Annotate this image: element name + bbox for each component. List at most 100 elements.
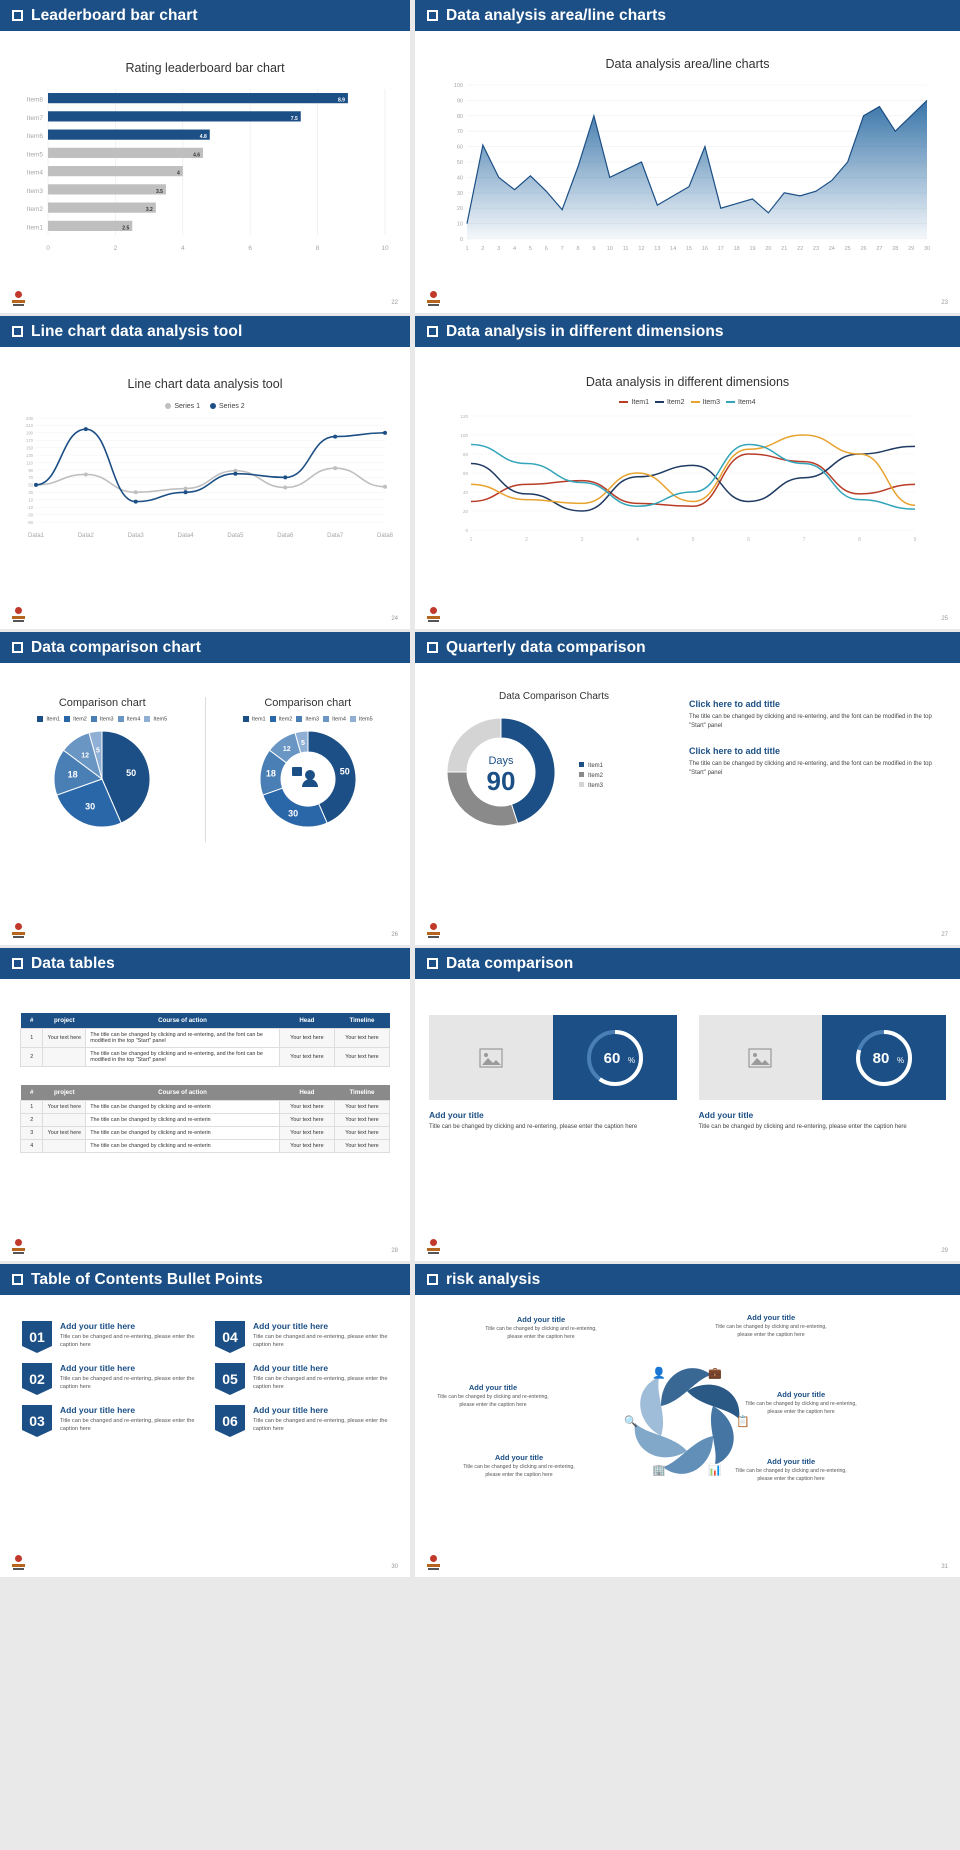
- slide-data-comparison: Data comparison 60% Add your title Title c…: [415, 948, 960, 1261]
- legend-item[interactable]: Item3: [579, 781, 603, 789]
- square-bullet-icon: [427, 958, 438, 969]
- toc-item[interactable]: 01 Add your title here Title can be change…: [22, 1321, 197, 1353]
- svg-text:9: 9: [914, 537, 917, 543]
- toc-item[interactable]: 05 Add your title here Title can be change…: [215, 1363, 390, 1395]
- legend-item[interactable]: Series 1: [165, 403, 200, 410]
- cell-index: 3: [19, 1126, 44, 1140]
- slide-title: Data analysis area/line charts: [446, 6, 667, 24]
- toc-number: 05: [215, 1363, 245, 1395]
- table-row[interactable]: 2 The title can be changed by clicking an…: [19, 1047, 391, 1067]
- callout-title: Add your title: [776, 1390, 826, 1399]
- slide-title: Line chart data analysis tool: [31, 322, 243, 340]
- person-icon: [291, 767, 318, 788]
- toc-body: Title can be changed and re-entering, pl…: [60, 1334, 195, 1349]
- data-table-2[interactable]: # project Course of action Head Timeline 1 You…: [19, 1085, 391, 1153]
- legend-item[interactable]: Item4: [117, 716, 140, 722]
- svg-text:60: 60: [463, 471, 469, 476]
- page-number: 31: [941, 1564, 948, 1570]
- table-row[interactable]: 2 The title can be changed by clicking an…: [19, 1113, 391, 1127]
- svg-text:3: 3: [497, 246, 500, 252]
- brand-logo-icon: [427, 607, 440, 622]
- svg-text:12: 12: [283, 747, 291, 754]
- cell-timeline: Your text here: [333, 1139, 391, 1153]
- table-row[interactable]: 1 Your text here The title can be changed …: [19, 1100, 391, 1114]
- legend-item[interactable]: Item1: [579, 761, 603, 769]
- legend-item[interactable]: Item3: [690, 399, 720, 406]
- svg-text:30: 30: [28, 490, 33, 495]
- toc-item[interactable]: 06 Add your title here Title can be change…: [215, 1405, 390, 1437]
- risk-callout: Add your title Title can be changed by cl…: [485, 1315, 597, 1342]
- square-bullet-icon: [12, 1274, 23, 1285]
- svg-text:2: 2: [481, 246, 484, 252]
- legend-item[interactable]: Item2: [64, 716, 87, 722]
- square-bullet-icon: [427, 642, 438, 653]
- cell-timeline: Your text here: [333, 1113, 391, 1127]
- legend-item[interactable]: Item4: [323, 716, 346, 722]
- legend-item[interactable]: Item5: [144, 716, 167, 722]
- comparison-cards: 60% Add your title Title can be changed by…: [415, 979, 960, 1132]
- svg-text:12: 12: [638, 246, 644, 252]
- percent-unit: %: [628, 1056, 635, 1065]
- legend-item[interactable]: Item3: [90, 716, 114, 722]
- legend-item[interactable]: Item2: [654, 399, 685, 406]
- legend-item[interactable]: Item1: [242, 716, 266, 722]
- cell-action: The title can be changed by clicking and…: [85, 1047, 280, 1067]
- toc-number: 04: [215, 1321, 245, 1353]
- toc-body: Title can be changed and re-entering, pl…: [253, 1418, 388, 1433]
- toc-item[interactable]: 02 Add your title here Title can be change…: [22, 1363, 197, 1395]
- chart-legend: Item1 Item2 Item3 Item4: [415, 399, 960, 406]
- cell-index: 1: [19, 1100, 44, 1114]
- slide-grid: Leaderboard bar chart Rating leaderboard…: [0, 0, 960, 1577]
- percent-value: 80: [873, 1050, 890, 1067]
- page-number: 25: [941, 616, 948, 622]
- table-row[interactable]: 4 The title can be changed by clicking an…: [19, 1139, 391, 1153]
- svg-text:80: 80: [457, 114, 463, 120]
- slide-leaderboard: Leaderboard bar chart Rating leaderboard…: [0, 0, 410, 313]
- slide-title-bar: risk analysis: [415, 1264, 960, 1295]
- svg-text:30: 30: [288, 809, 298, 819]
- svg-text:21: 21: [781, 246, 787, 252]
- svg-text:90: 90: [457, 98, 463, 104]
- toc-item[interactable]: 04 Add your title here Title can be change…: [215, 1321, 390, 1353]
- table-row[interactable]: 1 Your text here The title can be changed …: [19, 1028, 391, 1048]
- image-placeholder-icon: [429, 1015, 553, 1100]
- legend-item[interactable]: Item4: [726, 399, 756, 406]
- donut-chart: 50 30 18 12 5: [259, 730, 357, 828]
- legend-item[interactable]: Item1: [619, 399, 649, 406]
- svg-text:-30: -30: [27, 512, 34, 517]
- data-table-1[interactable]: # project Course of action Head Timeline 1 You…: [19, 1013, 391, 1067]
- toc-item[interactable]: 03 Add your title here Title can be change…: [22, 1405, 197, 1437]
- svg-text:4.6: 4.6: [193, 152, 200, 158]
- svg-text:2: 2: [525, 537, 528, 543]
- legend-item[interactable]: Item1: [37, 716, 60, 722]
- cell-timeline: Your text here: [333, 1047, 391, 1067]
- table-header: project: [42, 1085, 86, 1101]
- svg-text:30: 30: [85, 802, 95, 812]
- svg-text:20: 20: [765, 246, 771, 252]
- legend-item[interactable]: Series 2: [210, 403, 245, 410]
- svg-text:0: 0: [465, 528, 468, 533]
- svg-text:-50: -50: [27, 520, 34, 525]
- cell-action: The title can be changed by clicking and…: [85, 1028, 280, 1048]
- toc-title: Add your title here: [253, 1321, 329, 1331]
- svg-text:18: 18: [734, 246, 740, 252]
- svg-text:100: 100: [460, 433, 468, 438]
- table-row[interactable]: 3 Your text here The title can be changed …: [19, 1126, 391, 1140]
- svg-text:10: 10: [28, 498, 33, 503]
- brand-logo-icon: [427, 1555, 440, 1570]
- callout-body: Title can be changed by clicking and re-…: [715, 1324, 827, 1338]
- svg-text:Item2: Item2: [27, 206, 44, 213]
- legend-item[interactable]: Item2: [269, 716, 292, 722]
- legend-item[interactable]: Item5: [349, 716, 373, 722]
- svg-text:Item4: Item4: [27, 170, 44, 177]
- svg-text:8: 8: [316, 245, 320, 252]
- chart-legend: Item1 Item2 Item3 Item4 Item5: [0, 716, 205, 722]
- legend-item[interactable]: Item2: [579, 771, 603, 779]
- cell-head: Your text here: [278, 1139, 335, 1153]
- legend-item[interactable]: Item3: [296, 716, 319, 722]
- page-number: 27: [941, 932, 948, 938]
- svg-text:2.5: 2.5: [122, 225, 129, 231]
- card-title: Add your title: [698, 1110, 754, 1120]
- comparison-card: 60% Add your title Title can be changed by…: [429, 1015, 677, 1132]
- card-body: Title can be changed by clicking and re-…: [698, 1124, 907, 1130]
